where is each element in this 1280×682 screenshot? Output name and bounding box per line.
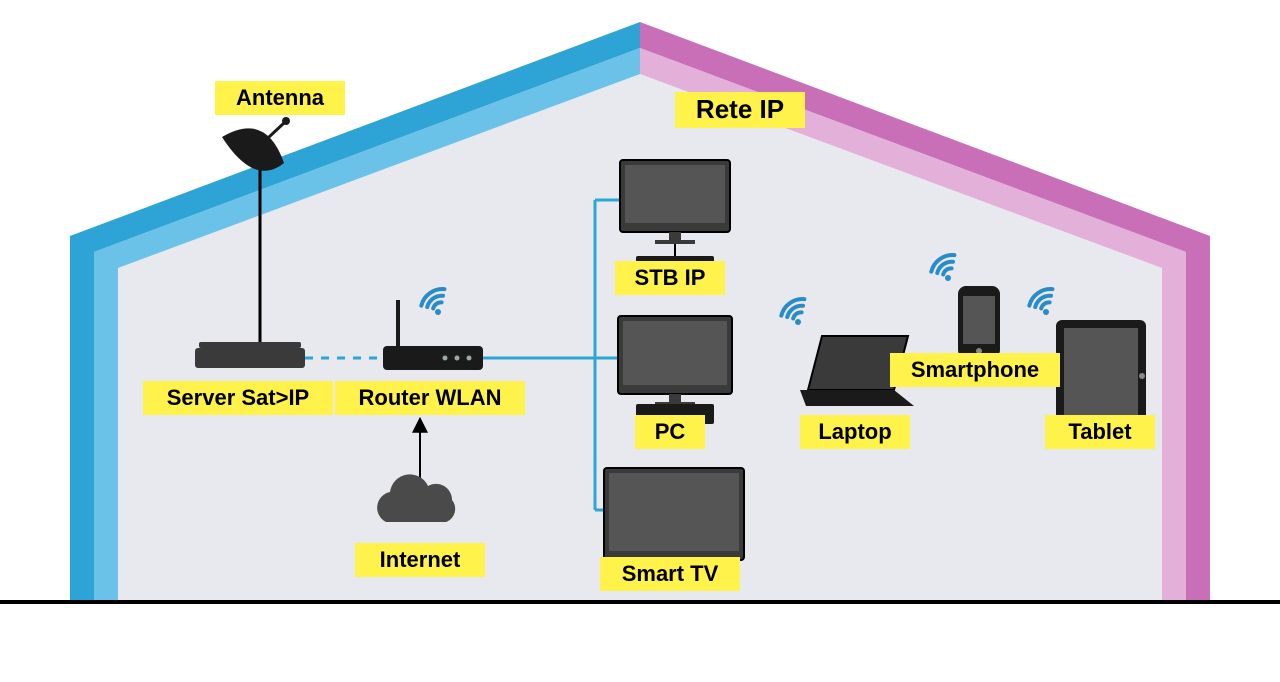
pc-monitor-icon (618, 316, 732, 406)
antenna-dish-icon (222, 128, 284, 170)
label-smartphone: Smartphone (890, 353, 1060, 387)
label-antenna: Antenna (215, 81, 345, 115)
stb-tv-icon (620, 160, 730, 244)
server-icon-top (199, 342, 301, 348)
label-title: Rete IP (675, 92, 805, 128)
antenna-lnb (282, 117, 290, 125)
label-laptop: Laptop (800, 415, 910, 449)
label-internet: Internet (355, 543, 485, 577)
smartphone-icon (958, 286, 1000, 358)
label-tablet-text: Tablet (1068, 419, 1132, 444)
label-stbip: STB IP (615, 261, 725, 295)
router-led (455, 356, 460, 361)
server-icon (195, 348, 305, 368)
label-stbip-text: STB IP (635, 265, 706, 290)
router-led (443, 356, 448, 361)
label-pc: PC (635, 415, 705, 449)
router-led (467, 356, 472, 361)
label-router: Router WLAN (335, 381, 525, 415)
label-router-text: Router WLAN (359, 385, 502, 410)
label-server-text: Server Sat>IP (167, 385, 309, 410)
label-smarttv: Smart TV (600, 557, 740, 591)
label-internet-text: Internet (380, 547, 461, 572)
label-laptop-text: Laptop (818, 419, 891, 444)
label-server: Server Sat>IP (143, 381, 333, 415)
label-smartphone-text: Smartphone (911, 357, 1039, 382)
label-pc-text: PC (655, 419, 686, 444)
label-smarttv-text: Smart TV (622, 561, 719, 586)
label-title-text: Rete IP (696, 94, 784, 124)
smarttv-icon (604, 468, 744, 572)
label-antenna-text: Antenna (236, 85, 325, 110)
label-tablet: Tablet (1045, 415, 1155, 449)
network-diagram: Rete IP Antenna Server Sat>IP Router WLAN ST… (0, 0, 1280, 682)
